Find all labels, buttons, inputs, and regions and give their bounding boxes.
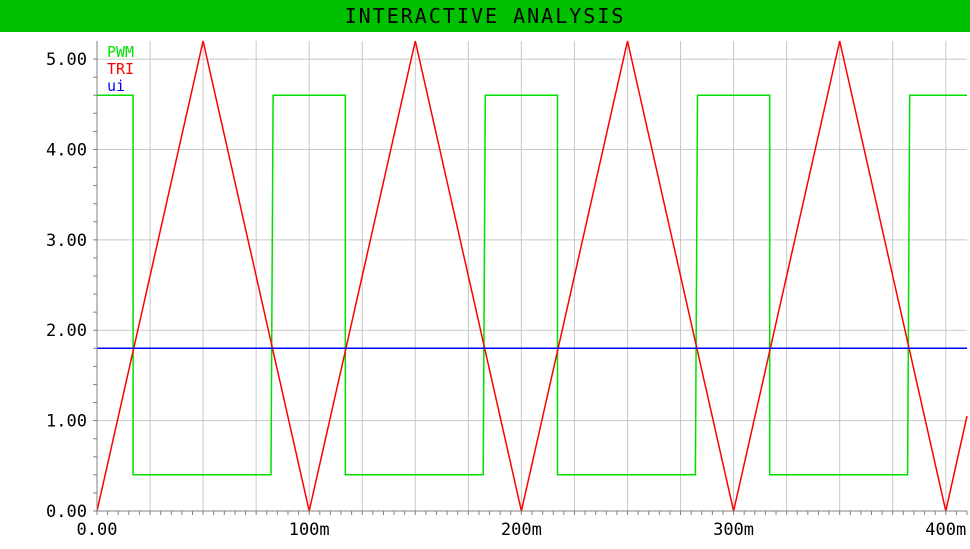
- window-title: INTERACTIVE ANALYSIS: [0, 0, 970, 32]
- y-tick-label: 5.00: [46, 50, 87, 70]
- tick-labels: 0.00 1.00 2.00 3.00 4.00 5.00 0.00 100m 200m 300m…: [46, 50, 966, 540]
- minor-tick-marks: [93, 58, 968, 515]
- y-tick-label: 4.00: [46, 140, 87, 160]
- series-line-tri: [96, 40, 968, 512]
- chart-svg: 0.00 1.00 2.00 3.00 4.00 5.00 0.00 100m 200m 300m…: [46, 40, 968, 540]
- y-tick-label: 1.00: [46, 412, 87, 432]
- axes: [96, 41, 967, 512]
- grid: [97, 41, 967, 511]
- series-layer: [96, 40, 968, 512]
- x-tick-label: 100m: [289, 520, 330, 540]
- x-tick-label: 200m: [501, 520, 542, 540]
- y-tick-label: 3.00: [46, 231, 87, 251]
- series-line-pwm: [97, 94, 967, 476]
- legend-entry-pwm: PWM: [107, 43, 134, 61]
- y-tick-label: 2.00: [46, 321, 87, 341]
- y-tick-label: 0.00: [46, 502, 87, 522]
- legend-entry-tri: TRI: [107, 60, 134, 78]
- x-tick-label: 300m: [713, 520, 754, 540]
- x-tick-label: 0.00: [77, 520, 118, 540]
- x-tick-label: 400m: [925, 520, 966, 540]
- chart-area: 0.00 1.00 2.00 3.00 4.00 5.00 0.00 100m 200m 300m…: [0, 32, 970, 545]
- legend-entry-ui: ui: [107, 77, 125, 95]
